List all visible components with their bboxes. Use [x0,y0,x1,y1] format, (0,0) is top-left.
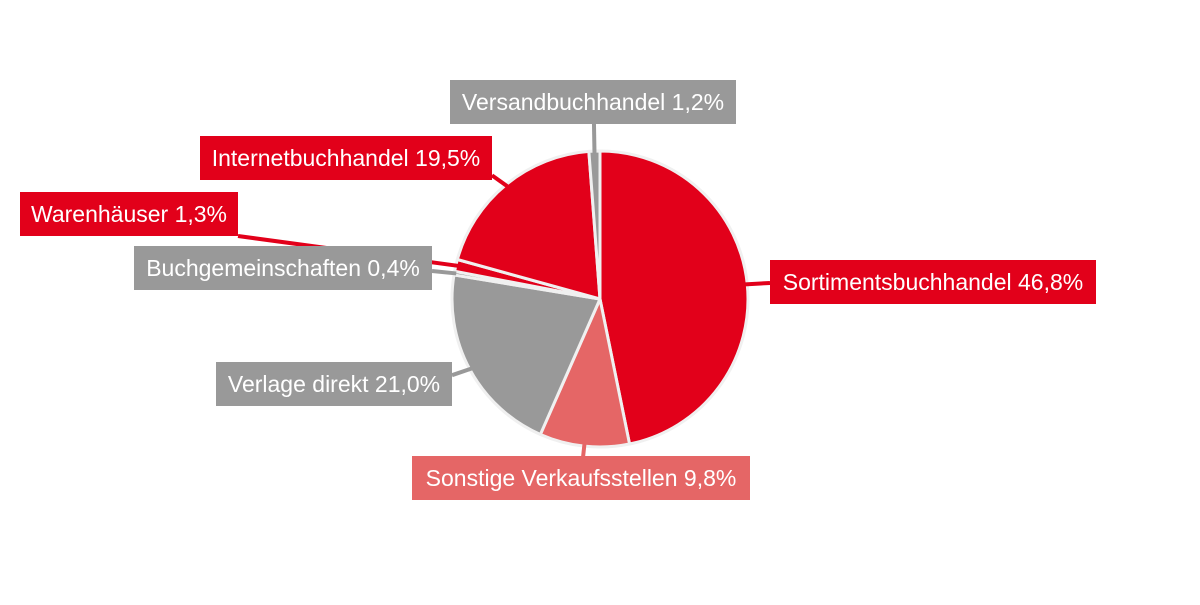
data-label-box [450,80,736,124]
data-label-box [770,260,1096,304]
data-label-text: Verlage direkt 21,0% [228,371,440,397]
data-label-box [412,456,750,500]
data-label-text: Internetbuchhandel 19,5% [212,145,481,171]
slices-layer [450,149,750,449]
data-label-text: Sonstige Verkaufsstellen 9,8% [426,465,737,491]
leader-line-buchgemeinschaften [431,269,457,276]
data-label-text: Buchgemeinschaften 0,4% [146,255,420,281]
leader-line-verlage-direkt [451,366,473,378]
data-label-versandbuchhandel: Versandbuchhandel 1,2% [450,80,736,124]
data-label-buchgemeinschaften: Buchgemeinschaften 0,4% [134,246,432,290]
leader-line-versandbuchhandel [591,123,597,154]
data-label-box [20,192,238,236]
data-label-internetbuchhandel: Internetbuchhandel 19,5% [200,136,492,180]
pie-slice-sortimentsbuchhandel [598,149,750,446]
labels-layer: Sortimentsbuchhandel 46,8% Sonstige Verka… [20,80,1096,500]
leader-line-sonstige-verkaufsstellen [580,443,587,459]
leader-line-internetbuchhandel [490,173,509,188]
data-label-text: Warenhäuser 1,3% [31,201,227,227]
data-label-warenhaeuser: Warenhäuser 1,3% [20,192,238,236]
data-label-sonstige-verkaufsstellen: Sonstige Verkaufsstellen 9,8% [412,456,750,500]
leader-line-sortimentsbuchhandel [745,280,771,287]
data-label-text: Sortimentsbuchhandel 46,8% [783,269,1083,295]
data-label-box [134,246,432,290]
data-label-verlage-direkt: Verlage direkt 21,0% [216,362,452,406]
data-label-sortimentsbuchhandel: Sortimentsbuchhandel 46,8% [770,260,1096,304]
data-label-box [200,136,492,180]
data-label-text: Versandbuchhandel 1,2% [462,89,724,115]
data-label-box [216,362,452,406]
